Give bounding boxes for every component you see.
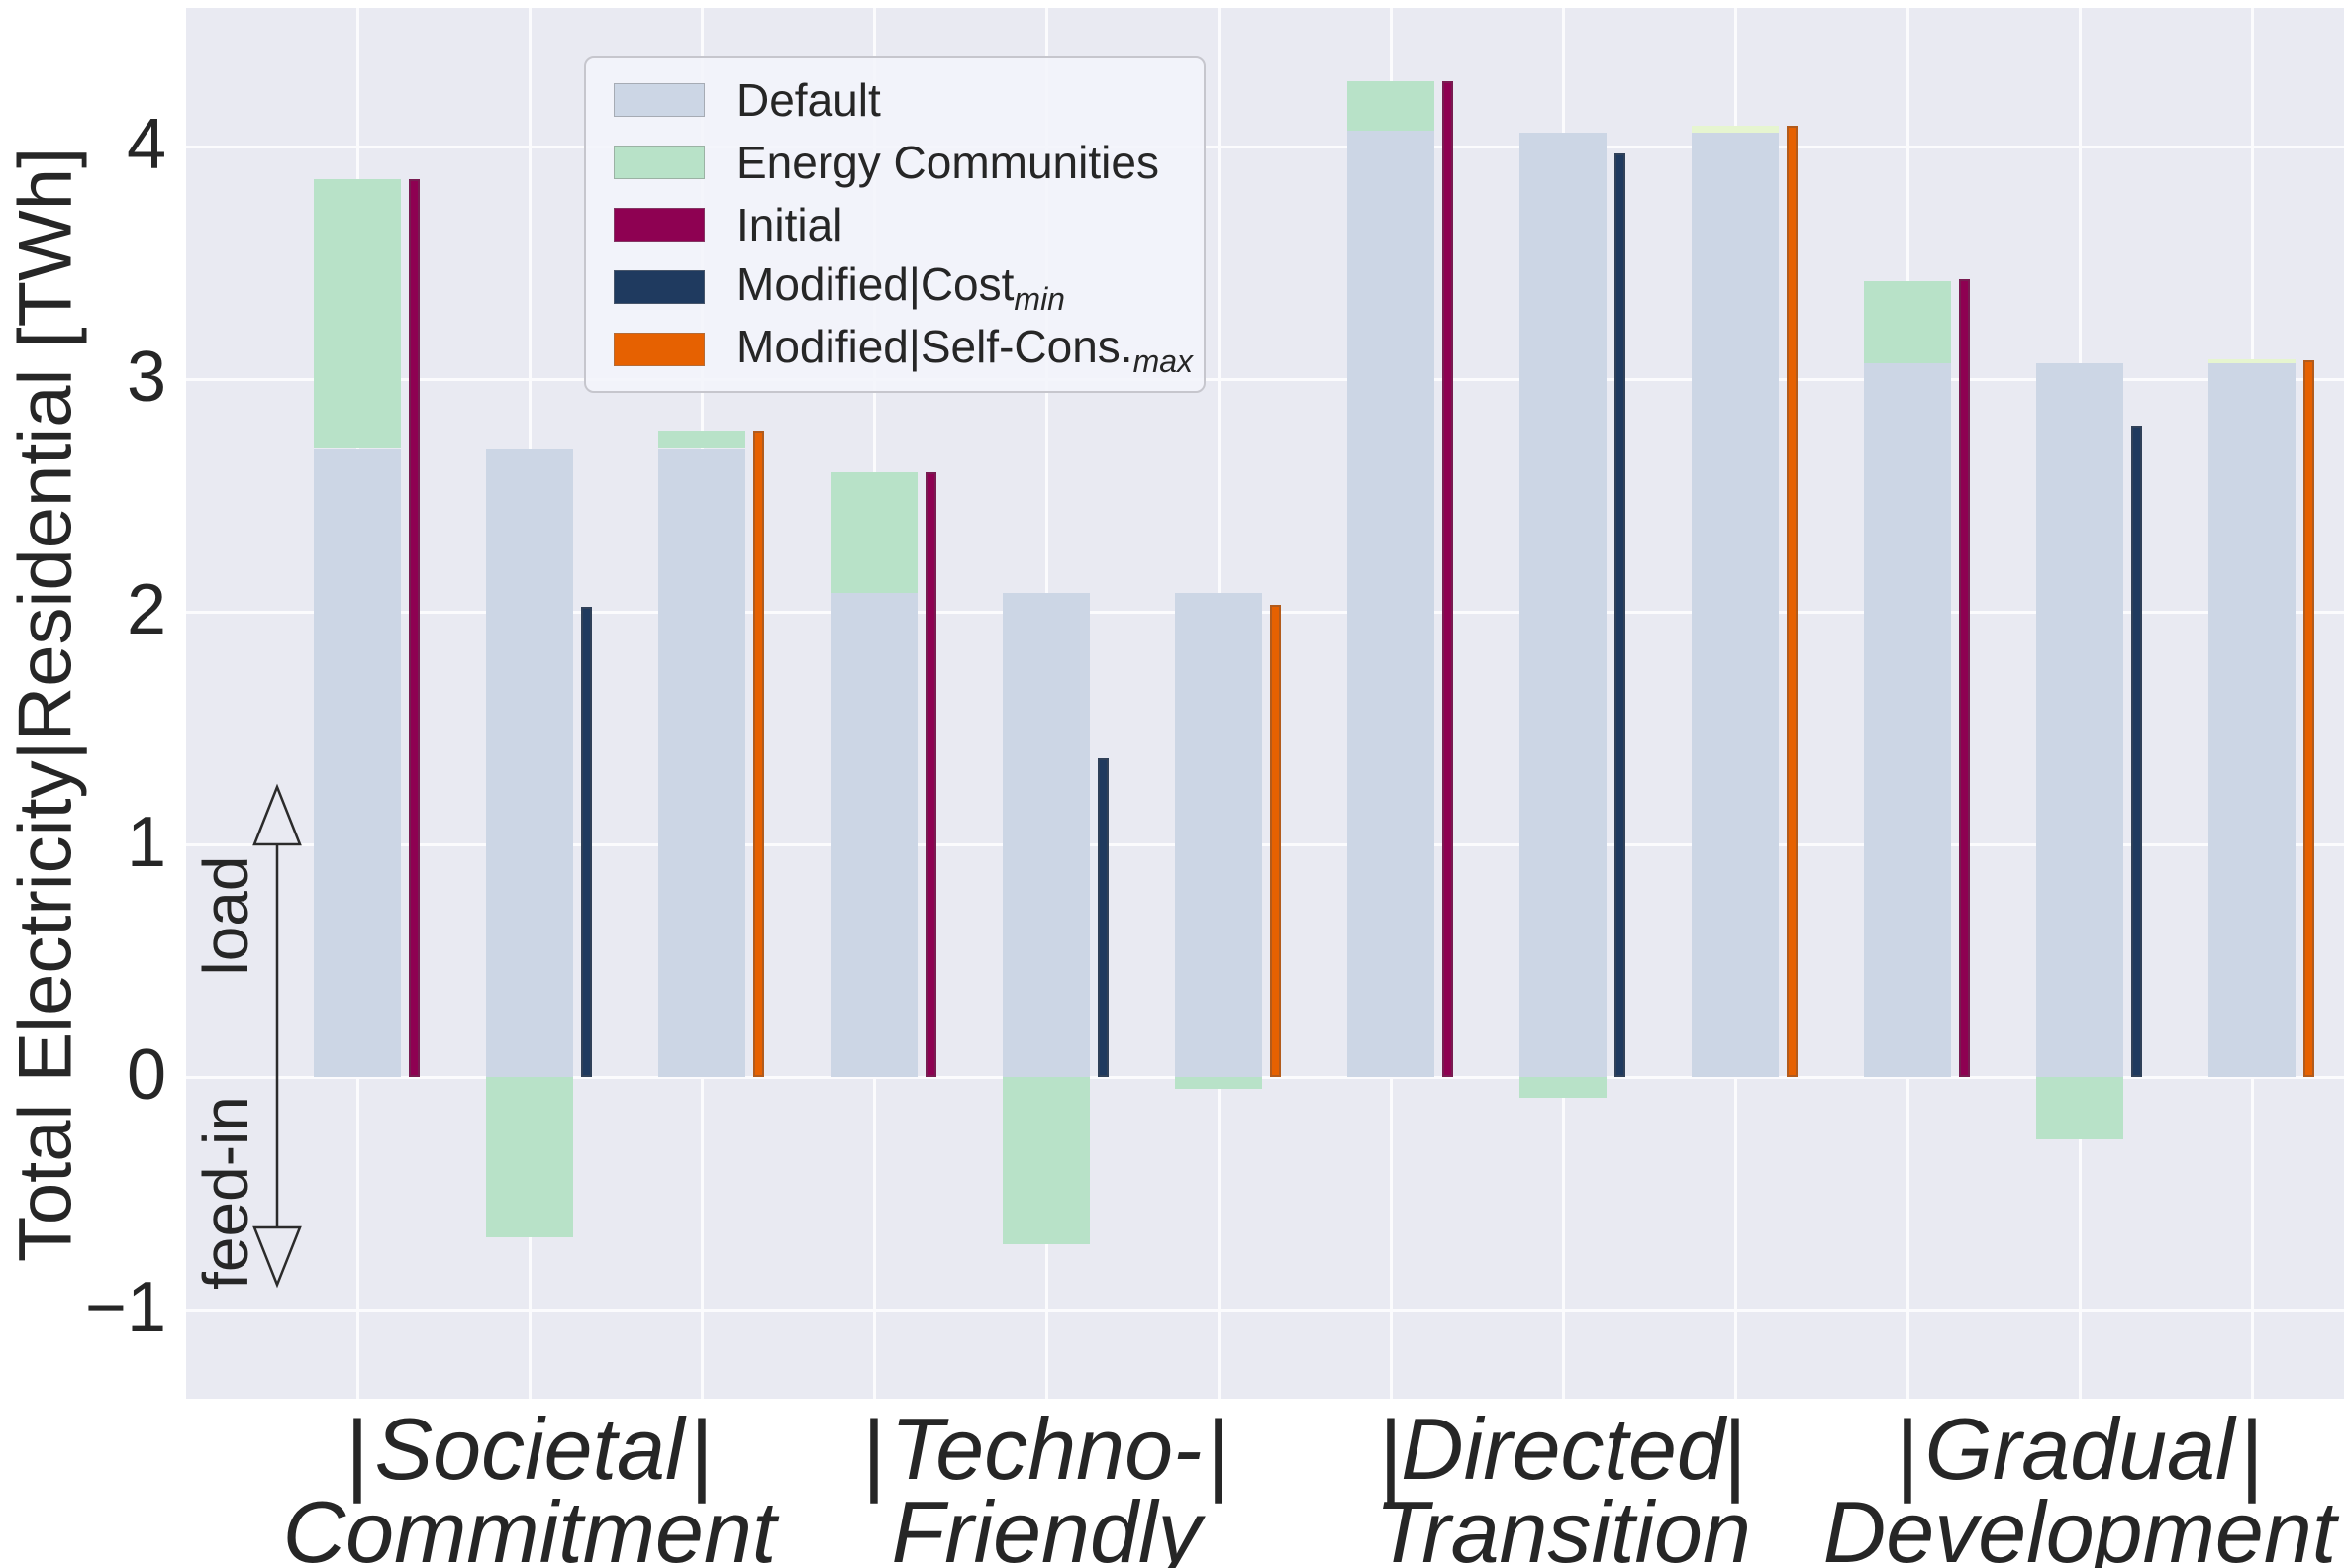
marker-initial <box>926 472 936 1077</box>
legend-swatch <box>614 333 705 367</box>
bar-energy-communities <box>1692 125 1779 133</box>
x-tick-separator: | <box>1896 1403 1919 1504</box>
y-tick-label: 0 <box>126 1035 166 1115</box>
x-tick-scenario-label: Techno- Friendly <box>650 1400 1442 1568</box>
scenario-name-line2: Commitment <box>282 1482 777 1568</box>
bar-default <box>1175 593 1262 1077</box>
bar-default <box>1692 132 1779 1077</box>
legend-item: Default <box>614 74 1204 126</box>
load-annotation: load <box>190 855 261 976</box>
y-tick-label: 1 <box>126 803 166 882</box>
marker-initial <box>1442 81 1453 1077</box>
legend-item: Modified|Self-Cons.max <box>614 321 1204 379</box>
bar-energy-communities <box>314 178 401 449</box>
scenario-name-line1: Gradual <box>1924 1400 2235 1498</box>
marker-self_cons <box>1270 604 1281 1077</box>
h-gridline <box>186 842 2344 846</box>
legend-swatch <box>614 82 705 117</box>
scenario-name-line1: Techno- <box>890 1400 1203 1498</box>
bar-energy-communities <box>1347 81 1434 131</box>
legend-text: Modified|Cost <box>736 257 1015 310</box>
x-tick-separator: | <box>1379 1403 1403 1504</box>
legend-text: Initial <box>736 198 843 250</box>
feedin-annotation: feed-in <box>190 1096 261 1290</box>
bar-default <box>658 448 745 1077</box>
bar-default <box>1519 132 1607 1077</box>
x-tick-scenario-label: Directed Transition <box>1167 1400 1959 1568</box>
legend-item-label: Modified|Costmin <box>736 257 1065 318</box>
legend-text: Modified|Self-Cons. <box>736 320 1133 372</box>
legend-item-label: Default <box>736 73 881 127</box>
h-gridline <box>186 1308 2344 1312</box>
legend-item: Energy Communities <box>614 137 1204 188</box>
x-tick-scenario-label: Societal Commitment <box>134 1400 926 1568</box>
scenario-name-line2: Friendly <box>891 1482 1202 1568</box>
legend-item-label: Initial <box>736 198 842 251</box>
h-gridline <box>186 377 2344 381</box>
legend-item-label: Energy Communities <box>736 136 1159 189</box>
legend-text-subscript: max <box>1132 343 1194 379</box>
x-tick-separator: | <box>690 1403 714 1504</box>
y-tick-label: 2 <box>126 570 166 649</box>
scenario-name-line2: Development <box>1822 1482 2337 1568</box>
bar-default <box>2036 362 2123 1077</box>
y-tick-label: −1 <box>84 1268 166 1347</box>
h-gridline <box>186 1075 2344 1079</box>
legend-text: Default <box>736 73 881 126</box>
bar-energy-communities-feedin <box>1003 1077 1090 1245</box>
x-tick-separator: | <box>345 1403 369 1504</box>
bar-energy-communities-feedin <box>2036 1077 2123 1140</box>
legend-item: Modified|Costmin <box>614 258 1204 317</box>
bar-energy-communities-feedin <box>1175 1077 1262 1089</box>
bar-default <box>314 448 401 1077</box>
marker-self_cons <box>1787 125 1798 1077</box>
marker-self_cons <box>753 430 764 1077</box>
legend-item: Initial <box>614 199 1204 250</box>
bar-energy-communities <box>831 472 918 594</box>
marker-cost_min <box>1614 153 1625 1077</box>
marker-cost_min <box>2131 426 2142 1077</box>
legend-swatch <box>614 145 705 179</box>
marker-cost_min <box>1098 758 1109 1077</box>
h-gridline <box>186 610 2344 614</box>
bar-default <box>1347 130 1434 1077</box>
legend: Default Energy Communities Initial Modified… <box>584 56 1206 393</box>
scenario-name-line2: Transition <box>1375 1482 1751 1568</box>
plot-area <box>186 8 2344 1399</box>
marker-self_cons <box>2303 360 2314 1077</box>
legend-swatch <box>614 270 705 305</box>
scenario-name-line1: Societal <box>374 1400 685 1498</box>
x-tick-scenario-label: Gradual Development <box>1684 1400 2346 1568</box>
legend-item-label: Modified|Self-Cons.max <box>736 320 1193 380</box>
bar-default <box>2208 362 2296 1077</box>
y-tick-label: 4 <box>126 105 166 184</box>
x-tick-separator: | <box>1207 1403 1230 1504</box>
bar-default <box>1003 593 1090 1077</box>
bar-energy-communities <box>1864 281 1951 363</box>
bar-default <box>486 448 573 1077</box>
marker-initial <box>1959 278 1970 1077</box>
bar-energy-communities-feedin <box>486 1077 573 1238</box>
bar-energy-communities <box>2208 358 2296 363</box>
marker-initial <box>409 178 420 1077</box>
bar-energy-communities-feedin <box>1519 1077 1607 1099</box>
x-tick-separator: | <box>862 1403 886 1504</box>
bar-energy-communities <box>658 430 745 449</box>
bar-default <box>831 593 918 1077</box>
scenario-name-line1: Directed <box>1401 1400 1725 1498</box>
h-gridline <box>186 145 2344 148</box>
legend-swatch <box>614 207 705 242</box>
legend-text-subscript: min <box>1014 280 1065 317</box>
x-tick-separator: | <box>2240 1403 2264 1504</box>
legend-text: Energy Communities <box>736 136 1159 188</box>
y-tick-label: 3 <box>126 338 166 417</box>
marker-cost_min <box>581 607 592 1077</box>
x-tick-separator: | <box>1723 1403 1747 1504</box>
bar-default <box>1864 362 1951 1077</box>
